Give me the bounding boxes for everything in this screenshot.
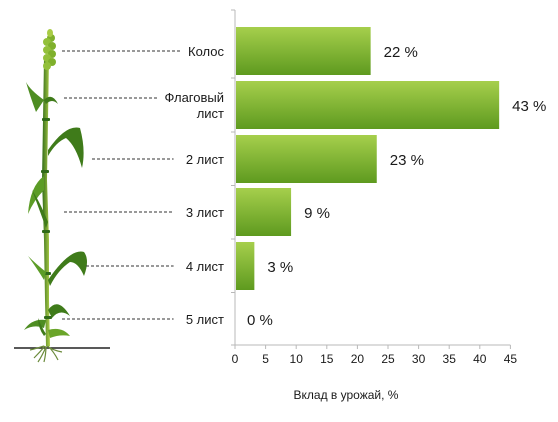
x-tick-label: 35 — [443, 352, 457, 366]
category-label-line: Флаговый — [165, 90, 224, 105]
category-labels: Колос Флаговый лист 2 лист 3 лист 4 лист 5 лис… — [165, 44, 225, 327]
leader-lines — [62, 50, 181, 320]
x-tick-label: 45 — [504, 352, 518, 366]
category-label-line: 4 лист — [186, 259, 224, 274]
value-labels: 22 % 43 % 23 % 9 % 3 % 0 % — [247, 44, 546, 329]
category-label: 3 лист — [186, 205, 224, 220]
category-label-line: 2 лист — [186, 152, 224, 167]
category-label: 4 лист — [186, 259, 224, 274]
x-axis: 0 5 10 15 20 25 30 35 40 45 — [231, 9, 518, 366]
x-tick-label: 30 — [412, 352, 426, 366]
bar — [236, 135, 377, 183]
value-label: 23 % — [390, 152, 424, 169]
x-tick-label: 25 — [381, 352, 395, 366]
x-tick-label: 15 — [320, 352, 334, 366]
wheat-ear — [43, 29, 56, 70]
category-label-line: 5 лист — [186, 312, 224, 327]
leaves — [24, 82, 87, 338]
wheat-plant-illustration — [14, 29, 110, 363]
value-label: 3 % — [267, 259, 293, 276]
category-label: Флаговый лист — [165, 90, 225, 121]
category-label: 5 лист — [186, 312, 224, 327]
value-label: 22 % — [384, 44, 418, 61]
category-label-line: лист — [197, 106, 224, 121]
bar — [236, 27, 371, 75]
category-label: 2 лист — [186, 152, 224, 167]
bar — [236, 81, 500, 129]
x-tick-label: 40 — [473, 352, 487, 366]
category-label-line: 3 лист — [186, 205, 224, 220]
roots — [29, 345, 63, 363]
x-tick-label: 10 — [290, 352, 304, 366]
value-label: 43 % — [512, 98, 546, 115]
x-tick-label: 20 — [351, 352, 365, 366]
bar — [236, 188, 292, 236]
x-tick-label: 0 — [232, 352, 239, 366]
bars — [236, 27, 500, 290]
x-tick-label: 5 — [262, 352, 269, 366]
x-axis-label: Вклад в урожай, % — [294, 388, 399, 402]
value-label: 0 % — [247, 312, 273, 329]
category-label: Колос — [188, 44, 224, 59]
category-label-line: Колос — [188, 44, 224, 59]
bar — [236, 242, 255, 290]
value-label: 9 % — [304, 205, 330, 222]
